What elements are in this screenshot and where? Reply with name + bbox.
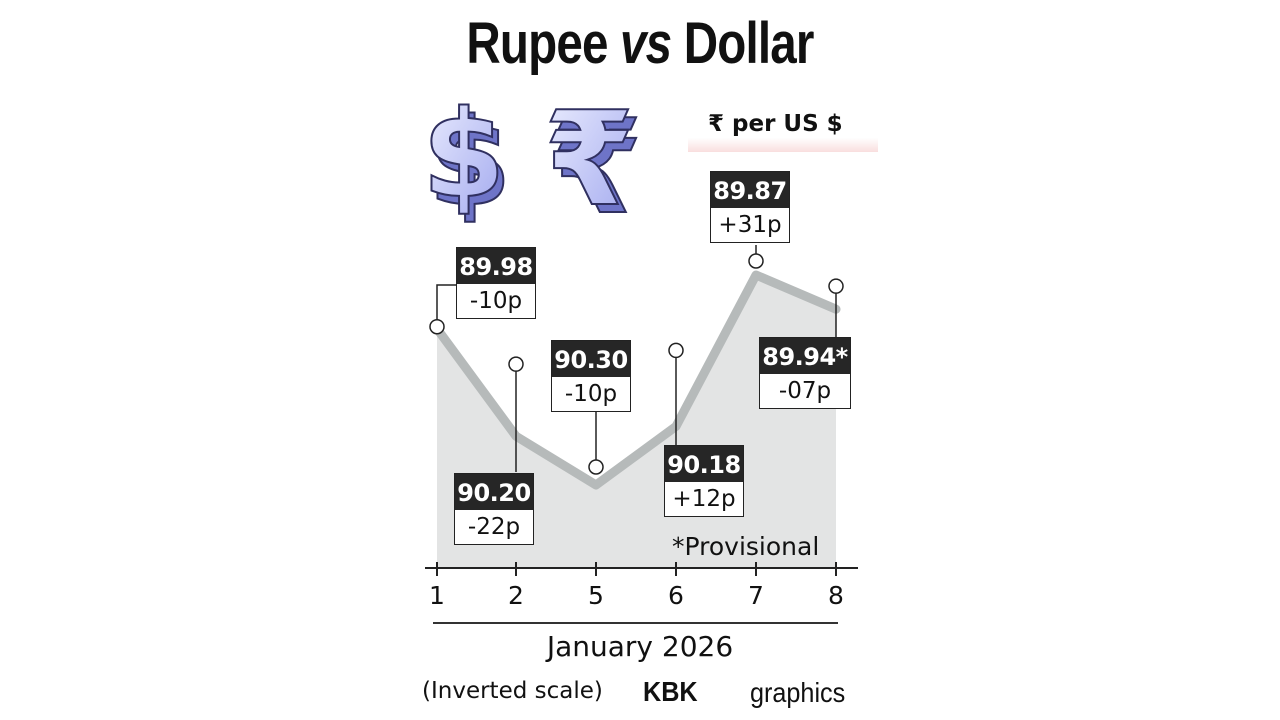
title-part-rupee: Rupee (466, 11, 621, 76)
scale-note: (Inverted scale) (422, 678, 603, 704)
change-label: +12p (672, 486, 736, 512)
svg-text:₹: ₹ (544, 88, 634, 228)
x-tick-label: 2 (508, 581, 524, 610)
x-tick-label: 1 (429, 581, 445, 610)
value-label: 90.18 (665, 446, 743, 482)
value-label-box: 90.20 -22p (454, 473, 534, 545)
x-axis (425, 562, 858, 576)
change-label: -10p (564, 381, 618, 407)
x-tick-label: 5 (588, 581, 604, 610)
value-label-box: 89.87 +31p (710, 171, 790, 243)
value-label-box: 90.30 -10p (551, 340, 631, 412)
footnote: *Provisional (672, 532, 820, 561)
change-label: -22p (467, 514, 521, 540)
data-markers (429, 253, 844, 475)
label-connector (436, 284, 456, 327)
label-connectors (436, 245, 837, 472)
value-label-box: 90.18 +12p (664, 445, 744, 517)
data-point-marker (668, 342, 684, 359)
value-label: 90.30 (552, 341, 630, 377)
data-point-marker (588, 459, 604, 475)
data-point-marker (429, 318, 445, 335)
x-tick-label: 7 (748, 581, 764, 610)
series-line (432, 270, 841, 490)
currency-icons: $ $ ₹ ₹ (420, 82, 670, 244)
value-label: 89.87 (711, 172, 789, 208)
brand-logo: KBK (643, 676, 698, 707)
value-label: 90.20 (455, 474, 533, 510)
value-label: 89.98 (457, 248, 535, 284)
rupee-3d-icon: ₹ ₹ (543, 82, 643, 244)
chart-title: Rupee vs Dollar (115, 10, 1165, 77)
change-label: -07p (778, 378, 832, 404)
x-tick-label: 8 (828, 581, 844, 610)
svg-text:₹: ₹ (552, 91, 642, 228)
change-label: -10p (469, 288, 523, 314)
value-label-box: 89.98 -10p (456, 247, 536, 319)
svg-text:$: $ (428, 94, 512, 228)
dollar-3d-icon: $ $ (421, 85, 513, 234)
graphics-credit: graphics (750, 677, 846, 708)
data-point-marker (828, 278, 844, 294)
value-label: 89.94* (760, 338, 850, 374)
change-label: +31p (718, 212, 782, 238)
value-label-box: 89.94* -07p (759, 337, 851, 409)
svg-text:$: $ (422, 88, 506, 225)
title-part-dollar: Dollar (671, 11, 815, 76)
title-part-vs: vs (620, 11, 672, 76)
data-point-marker (508, 356, 524, 372)
x-tick-label: 6 (668, 581, 684, 610)
unit-label: ₹ per US $ (688, 104, 878, 152)
data-point-marker (748, 253, 764, 269)
x-axis-title: January 2026 (546, 630, 734, 663)
